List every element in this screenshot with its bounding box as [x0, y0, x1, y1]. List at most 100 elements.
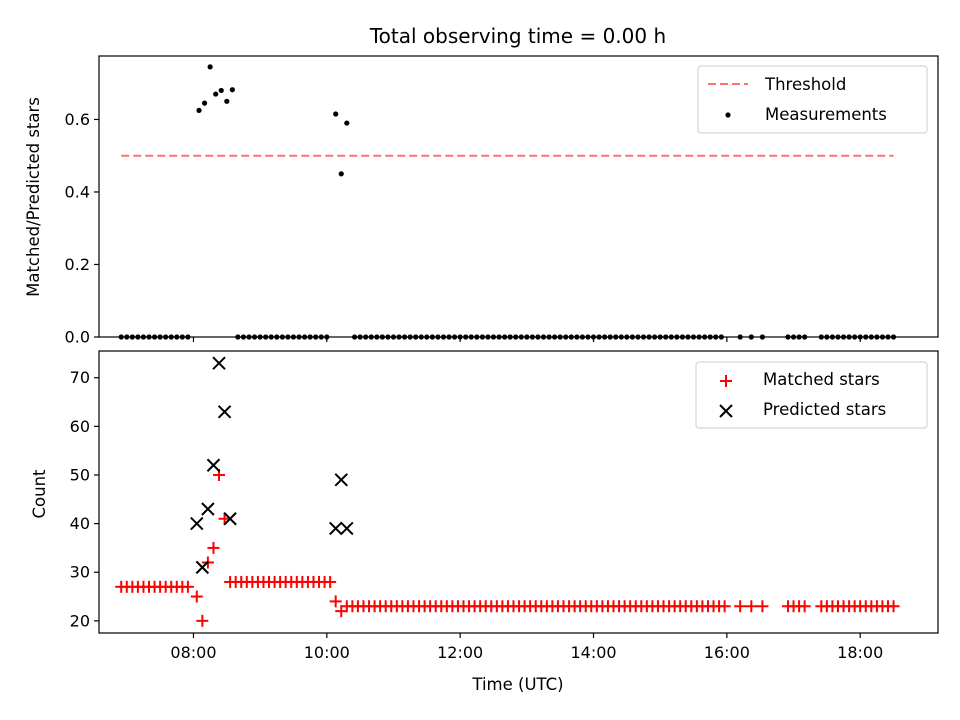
measurement-point: [652, 334, 658, 340]
measurement-point: [290, 334, 297, 340]
measurement-point: [229, 87, 235, 93]
measurement-point: [485, 334, 491, 340]
measurement-point: [690, 334, 697, 340]
matched-stars-point: [798, 600, 811, 613]
measurement-point: [868, 334, 874, 340]
y-tick-label: 0.0: [65, 328, 90, 347]
measurement-point: [452, 334, 458, 340]
measurement-point: [285, 334, 291, 340]
measurement-point: [374, 334, 380, 340]
count-y-axis-label: Count: [30, 469, 49, 519]
measurement-point: [401, 334, 408, 340]
predicted-stars-point: [190, 516, 204, 531]
measurement-point: [563, 334, 569, 340]
figure-title: Total observing time = 0.00 h: [369, 24, 666, 48]
measurement-point: [263, 334, 269, 340]
measurement-point: [818, 334, 824, 340]
measurement-point: [718, 334, 724, 340]
x-tick-label: 12:00: [437, 643, 483, 662]
measurement-point: [435, 334, 441, 340]
predicted-legend-label: Predicted stars: [763, 400, 886, 419]
measurement-point: [574, 334, 580, 340]
measurement-point: [218, 87, 224, 94]
count-marks: [115, 356, 900, 627]
matched-stars-point: [190, 590, 203, 603]
predicted-stars-point: [334, 473, 348, 487]
measurement-point: [196, 107, 202, 113]
measurement-point: [629, 334, 636, 340]
measurement-point: [179, 334, 185, 340]
measurement-point: [429, 334, 435, 340]
measurement-point: [496, 334, 502, 340]
measurements-legend-label: Measurements: [765, 105, 887, 124]
ratio-axes: 0.0 0.2 0.4 0.6 Matched/Predicted stars Thr…: [24, 55, 939, 347]
measurement-point: [307, 334, 313, 340]
y-tick-label: 50: [70, 465, 90, 484]
measurement-point: [646, 334, 652, 340]
y-tick-label: 0.4: [65, 182, 90, 201]
measurement-point: [835, 334, 841, 340]
matched-stars-point: [887, 600, 900, 613]
measurement-point: [713, 334, 719, 340]
measurement-point: [568, 334, 574, 340]
measurement-point: [268, 334, 274, 340]
measurement-point: [351, 334, 358, 340]
matched-stars-point: [745, 600, 758, 613]
count-x-ticks: 08:00 10:00 12:00 14:00 16:00 18:00: [170, 633, 883, 662]
predicted-stars-point: [206, 458, 221, 472]
measurement-point: [518, 334, 524, 340]
measurement-point: [707, 334, 713, 340]
measurement-point: [552, 334, 558, 340]
measurement-point: [702, 334, 708, 340]
measurement-point: [213, 91, 219, 97]
measurement-point: [524, 334, 530, 340]
ratio-marks: [118, 64, 897, 340]
measurement-point: [333, 111, 339, 117]
measurement-point: [502, 334, 508, 340]
measurement-point: [224, 98, 230, 104]
measurement-point: [118, 334, 124, 340]
x-axis-label: Time (UTC): [471, 675, 563, 694]
measurement-point: [446, 334, 452, 340]
measurement-point: [344, 120, 350, 126]
measurement-point: [201, 100, 208, 106]
measurement-point: [318, 334, 324, 340]
measurement-point: [396, 334, 402, 340]
measurement-point: [857, 334, 863, 340]
measurement-point: [535, 334, 541, 340]
y-tick-label: 70: [70, 368, 90, 387]
measurement-point: [135, 334, 141, 340]
measurement-point: [257, 334, 263, 340]
measurement-point: [207, 64, 213, 70]
measurement-point: [363, 334, 369, 340]
measurement-point: [546, 334, 552, 340]
y-tick-label: 60: [70, 417, 90, 436]
measurement-point: [463, 334, 469, 340]
x-tick-label: 18:00: [837, 643, 883, 662]
measurement-point: [785, 334, 791, 340]
measurement-point: [557, 334, 563, 340]
measurement-point: [674, 334, 680, 340]
measurement-point: [585, 334, 591, 340]
measurement-point: [796, 334, 802, 340]
count-legend-box: [695, 361, 928, 429]
measurement-point: [513, 334, 519, 340]
measurement-point: [618, 334, 624, 340]
ratio-y-axis-label: Matched/Predicted stars: [24, 97, 43, 297]
measurement-point: [124, 334, 130, 340]
x-tick-label: 16:00: [704, 643, 750, 662]
measurements-legend-swatch: [725, 112, 731, 118]
measurement-point: [357, 334, 363, 340]
measurement-point: [657, 334, 663, 340]
measurement-point: [507, 334, 513, 340]
count-y-ticks: 20 30 40 50 60 70: [70, 368, 99, 630]
measurement-point: [474, 334, 480, 340]
measurement-point: [890, 334, 897, 340]
measurement-point: [790, 334, 797, 340]
ratio-y-ticks: 0.0 0.2 0.4 0.6: [65, 110, 99, 347]
measurement-point: [590, 334, 597, 340]
measurement-point: [157, 334, 163, 340]
predicted-legend-swatch: [719, 404, 733, 418]
matched-stars-point: [196, 614, 209, 627]
